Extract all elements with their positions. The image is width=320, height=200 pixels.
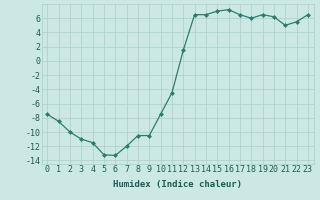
X-axis label: Humidex (Indice chaleur): Humidex (Indice chaleur) bbox=[113, 180, 242, 189]
